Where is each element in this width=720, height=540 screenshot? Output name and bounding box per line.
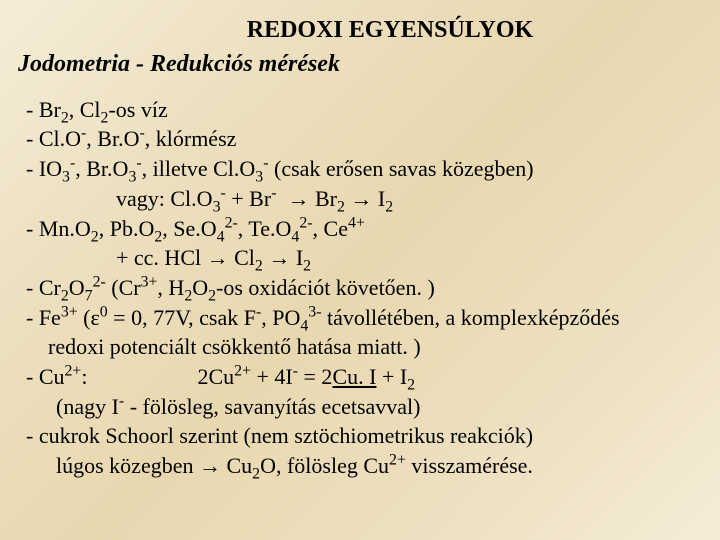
line-2: - Cl.O-, Br.O-, klórmész [26, 124, 702, 154]
page-title: REDOXI EGYENSÚLYOK [18, 14, 702, 46]
line-1: - Br2, Cl2-os víz [26, 95, 702, 125]
line-8: - Fe3+ (ε0 = 0, 77V, csak F-, PO43- távo… [26, 303, 702, 333]
page-subtitle: Jodometria - Redukciós mérések [18, 48, 702, 80]
line-3: - IO3-, Br.O3-, illetve Cl.O3- (csak erő… [26, 154, 702, 184]
line-5: - Mn.O2, Pb.O2, Se.O42-, Te.O42-, Ce4+ [26, 214, 702, 244]
line-11: (nagy I- - fölösleg, savanyítás ecetsavv… [26, 392, 702, 422]
line-10: - Cu2+:2Cu2+ + 4I- = 2Cu. I + I2 [26, 362, 702, 392]
line-13: lúgos közegben → Cu2O, fölösleg Cu2+ vis… [26, 451, 702, 481]
line-9: redoxi potenciált csökkentő hatása miatt… [26, 332, 702, 362]
line-7: - Cr2O72- (Cr3+, H2O2-os oxidációt követ… [26, 273, 702, 303]
content-body: - Br2, Cl2-os víz - Cl.O-, Br.O-, klórmé… [18, 95, 702, 481]
line-4: vagy: Cl.O3- + Br- → Br2 → I2 [26, 184, 702, 214]
line-12: - cukrok Schoorl szerint (nem sztöchiome… [26, 421, 702, 451]
line-6: + cc. HCl → Cl2 → I2 [26, 243, 702, 273]
